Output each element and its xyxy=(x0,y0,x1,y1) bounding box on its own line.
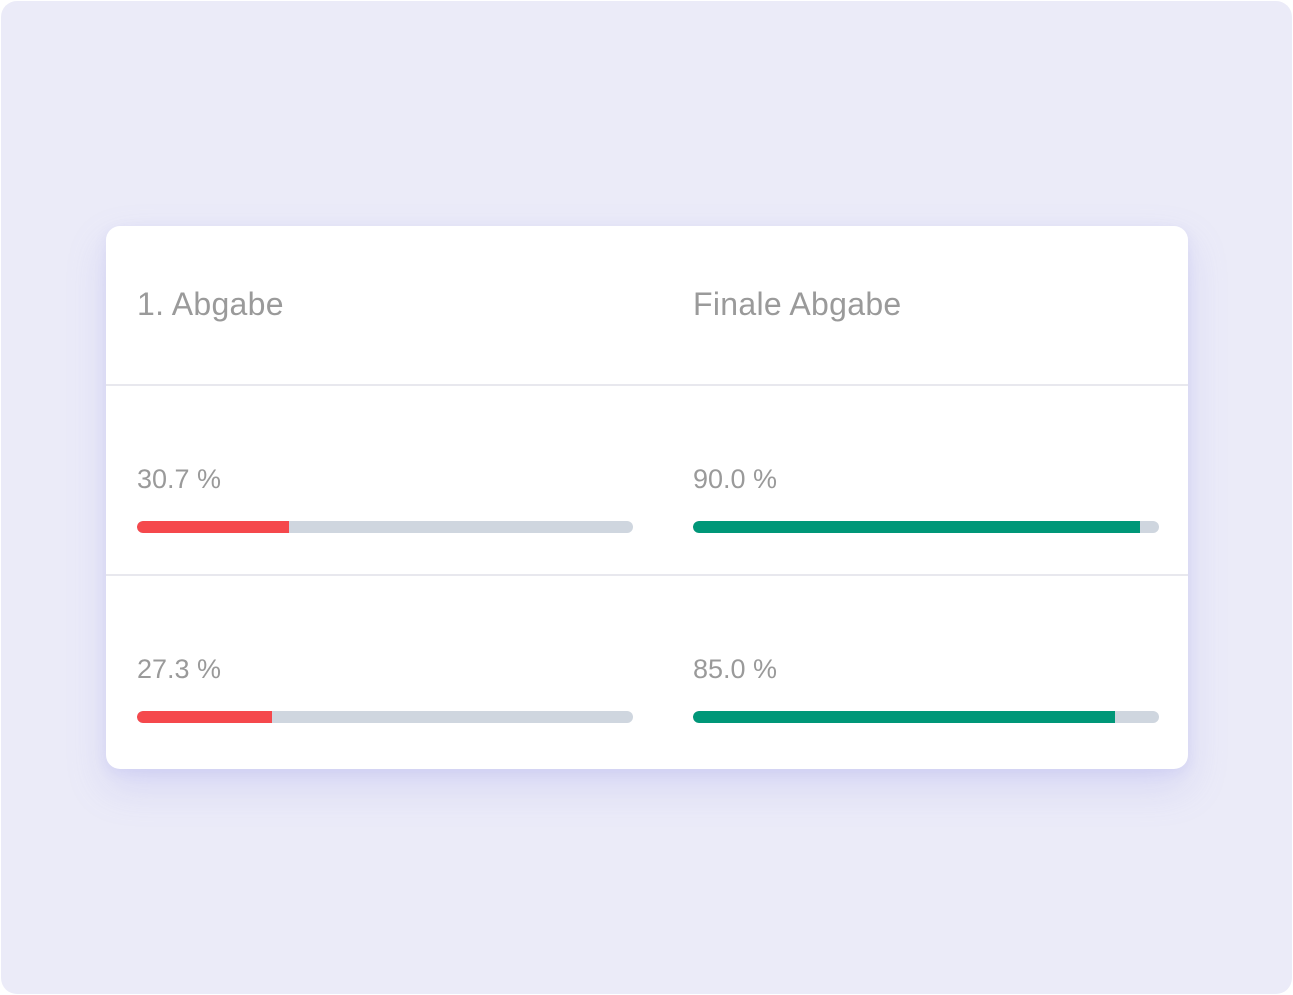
results-card: 1. Abgabe Finale Abgabe 30.7 % 90.0 % 27… xyxy=(106,226,1188,769)
final-submission-percentage: 85.0 % xyxy=(693,654,778,684)
final-submission-percentage: 90.0 % xyxy=(693,464,778,494)
first-submission-progress-bar xyxy=(137,711,633,723)
table-header: 1. Abgabe Finale Abgabe xyxy=(106,226,1188,386)
progress-fill xyxy=(693,521,1140,533)
column-header-final-submission: Finale Abgabe xyxy=(693,286,902,322)
progress-fill xyxy=(137,711,272,723)
final-submission-progress-bar xyxy=(693,711,1159,723)
column-header-first-submission: 1. Abgabe xyxy=(137,286,284,322)
first-submission-percentage: 30.7 % xyxy=(137,464,222,494)
first-submission-progress-bar xyxy=(137,521,633,533)
first-submission-percentage: 27.3 % xyxy=(137,654,222,684)
final-submission-progress-bar xyxy=(693,521,1159,533)
progress-fill xyxy=(693,711,1116,723)
progress-fill xyxy=(137,521,290,533)
table-row: 27.3 % 85.0 % xyxy=(106,576,1188,766)
table-row: 30.7 % 90.0 % xyxy=(106,386,1188,576)
